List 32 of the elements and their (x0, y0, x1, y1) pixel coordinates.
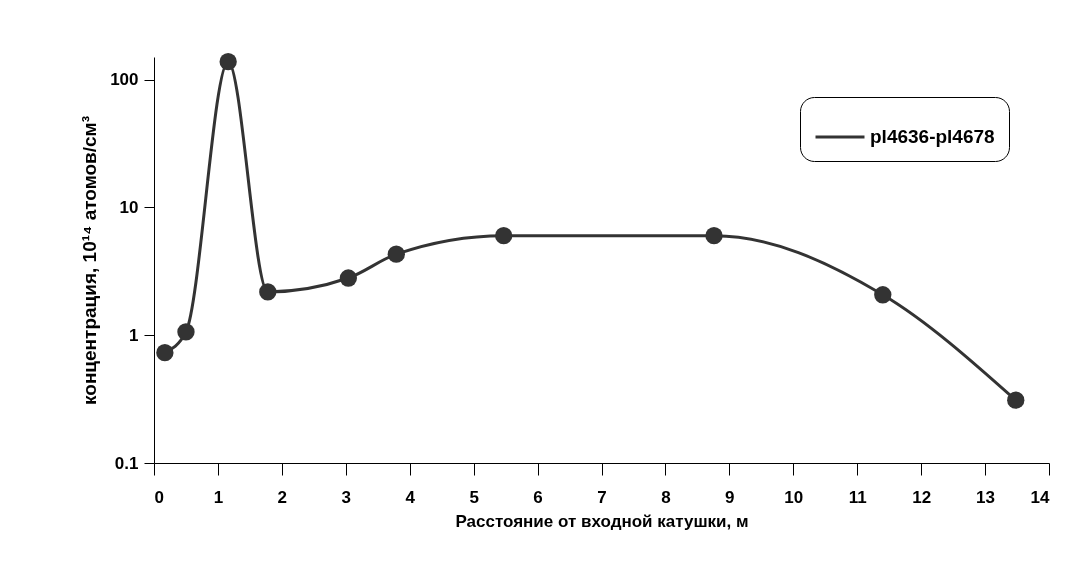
x-tick-label: 13 (976, 487, 996, 507)
point (219, 52, 237, 71)
point (495, 227, 513, 245)
legend-label: pl4636-pl4678 (870, 126, 995, 147)
x-tick-label: 0 (154, 487, 164, 507)
y-tick-label: 100 (110, 70, 139, 90)
x-tick-label: 8 (661, 487, 671, 507)
x-tick-label: 12 (912, 487, 932, 507)
x-tick-label: 4 (405, 487, 416, 507)
point (156, 344, 174, 362)
x-tick-label: 9 (725, 487, 735, 507)
point (177, 323, 195, 341)
x-tick-label: 7 (597, 487, 607, 507)
x-tick-label: 6 (533, 487, 543, 507)
x-tick-label: 1 (213, 487, 224, 507)
point (339, 269, 357, 287)
x-tick-label: 10 (784, 487, 804, 507)
x-tick-label: 5 (469, 487, 479, 507)
x-tick-label: 2 (277, 487, 288, 507)
point (259, 283, 277, 301)
x-tick-label: 14 (1030, 487, 1051, 507)
point (1007, 391, 1025, 409)
point (387, 245, 405, 263)
x-axis-title: Расстояние от входной катушки, м (455, 511, 749, 531)
y-tick-label: 1 (129, 325, 139, 345)
y-axis-title: концентрация, 10¹⁴ атомов/см³ (79, 116, 101, 405)
y-tick-label: 0.1 (114, 453, 139, 473)
point (705, 227, 723, 245)
x-tick-label: 3 (341, 487, 352, 507)
y-tick-label: 10 (119, 197, 139, 217)
point (874, 286, 892, 304)
x-tick-label: 11 (848, 487, 867, 507)
